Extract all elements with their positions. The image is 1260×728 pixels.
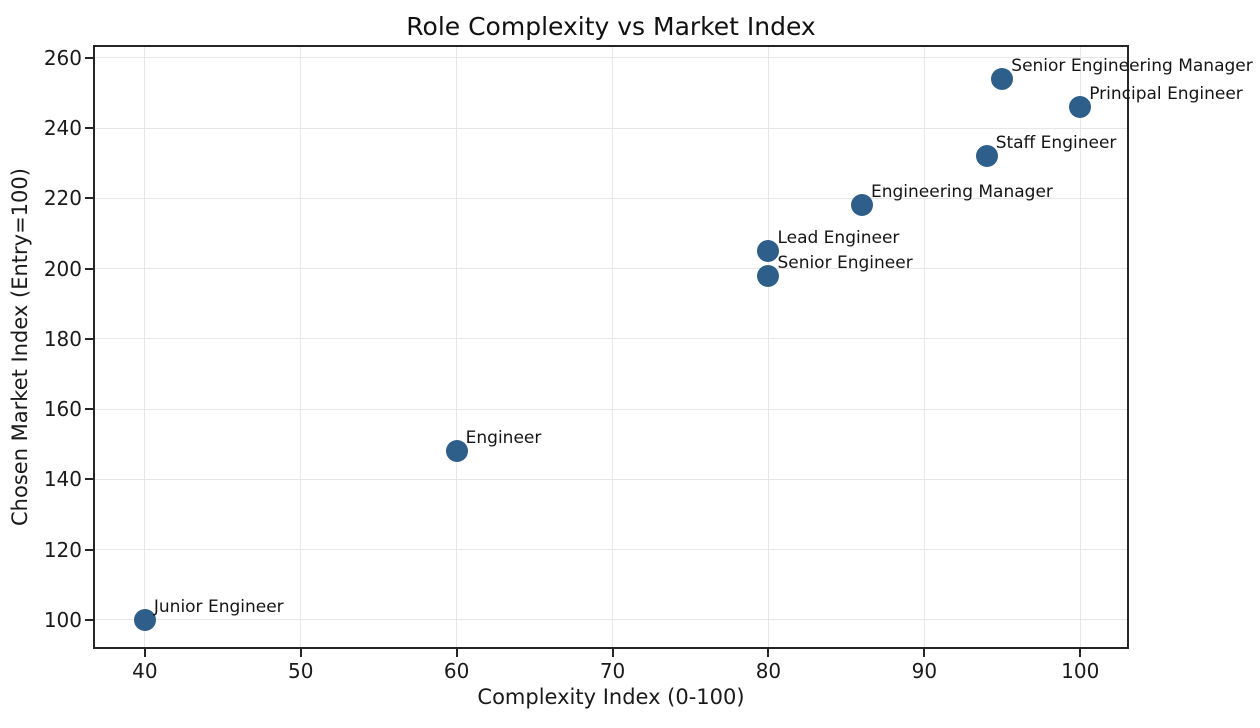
x-tick-label: 100 bbox=[1061, 659, 1100, 683]
x-tick-label: 40 bbox=[132, 659, 158, 683]
y-gridline bbox=[95, 197, 1127, 199]
x-tick-mark bbox=[923, 649, 926, 657]
data-point bbox=[445, 440, 468, 463]
x-tick-mark bbox=[299, 649, 302, 657]
y-tick-label: 180 bbox=[43, 326, 82, 351]
x-tick-label: 70 bbox=[599, 659, 626, 683]
y-tick-label: 220 bbox=[43, 186, 82, 211]
y-tick-label: 240 bbox=[43, 116, 82, 141]
data-point-label: Senior Engineer bbox=[777, 252, 913, 273]
y-tick-label: 160 bbox=[43, 397, 82, 422]
x-gridline bbox=[1079, 47, 1081, 647]
data-point bbox=[850, 194, 873, 217]
y-tick-mark bbox=[85, 127, 93, 130]
y-tick-mark bbox=[85, 548, 93, 551]
data-point bbox=[133, 608, 156, 631]
x-gridline bbox=[612, 47, 614, 647]
x-tick-mark bbox=[455, 649, 458, 657]
y-gridline bbox=[95, 408, 1127, 410]
y-gridline bbox=[95, 338, 1127, 340]
y-tick-mark bbox=[85, 197, 93, 200]
x-gridline bbox=[923, 47, 925, 647]
y-tick-label: 260 bbox=[43, 45, 82, 70]
x-tick-label: 90 bbox=[911, 659, 938, 683]
data-point bbox=[757, 264, 780, 287]
x-tick-mark bbox=[143, 649, 146, 657]
x-tick-label: 80 bbox=[755, 659, 782, 683]
x-tick-mark bbox=[1079, 649, 1082, 657]
plot-area: 40 50 60 70 80 90 100 100 120 140 160 180 200 220 240 2… bbox=[44, 45, 1253, 683]
x-axis-label: Complexity Index (0-100) bbox=[477, 685, 745, 709]
data-point-label: Principal Engineer bbox=[1089, 84, 1243, 105]
y-gridline bbox=[95, 478, 1127, 480]
data-point-label: Lead Engineer bbox=[777, 228, 900, 249]
data-point bbox=[757, 240, 780, 263]
chart-title: Role Complexity vs Market Index bbox=[406, 12, 816, 41]
data-point-label: Junior Engineer bbox=[153, 596, 284, 617]
x-gridline bbox=[456, 47, 458, 647]
x-gridline bbox=[767, 47, 769, 647]
y-tick-label: 120 bbox=[43, 537, 82, 562]
x-tick-label: 60 bbox=[443, 659, 470, 683]
x-tick-label: 50 bbox=[288, 659, 314, 683]
y-tick-mark bbox=[85, 478, 93, 481]
y-tick-label: 200 bbox=[43, 256, 82, 281]
data-point bbox=[991, 67, 1014, 90]
y-gridline bbox=[95, 127, 1127, 129]
x-gridline bbox=[144, 47, 146, 647]
data-point-label: Staff Engineer bbox=[995, 133, 1117, 154]
y-tick-mark bbox=[85, 618, 93, 621]
x-tick-mark bbox=[767, 649, 770, 657]
y-tick-label: 100 bbox=[43, 607, 82, 632]
y-tick-mark bbox=[85, 267, 93, 270]
y-tick-mark bbox=[85, 408, 93, 411]
y-gridline bbox=[95, 619, 1127, 621]
axes-spines bbox=[93, 45, 1129, 649]
y-gridline bbox=[95, 57, 1127, 59]
data-point-label: Engineer bbox=[465, 428, 542, 449]
data-point bbox=[1069, 96, 1092, 119]
y-gridline bbox=[95, 268, 1127, 270]
x-gridline bbox=[300, 47, 302, 647]
data-point-label: Senior Engineering Manager bbox=[1011, 55, 1253, 76]
y-tick-mark bbox=[85, 56, 93, 59]
y-gridline bbox=[95, 549, 1127, 551]
x-tick-mark bbox=[611, 649, 614, 657]
y-tick-label: 140 bbox=[43, 467, 82, 492]
data-point-label: Engineering Manager bbox=[870, 182, 1053, 203]
y-tick-mark bbox=[85, 337, 93, 340]
data-point bbox=[975, 145, 998, 168]
